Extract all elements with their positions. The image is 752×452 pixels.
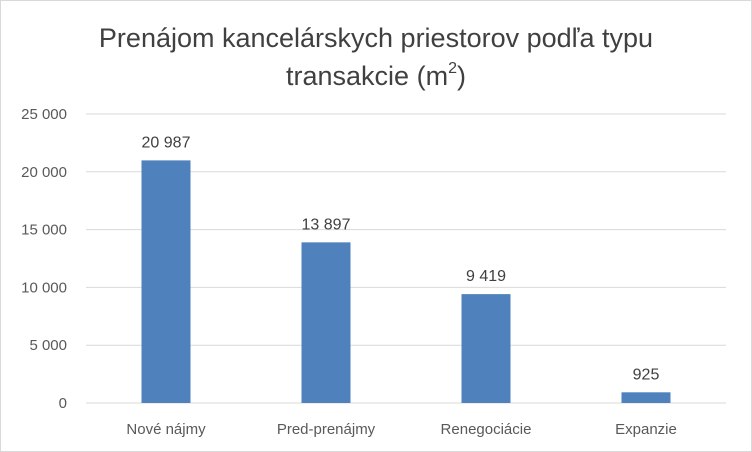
y-tick-label: 25 000 bbox=[21, 106, 67, 123]
y-tick-label: 15 000 bbox=[21, 222, 67, 239]
y-tick-label: 0 bbox=[59, 395, 67, 412]
x-tick-label: Nové nájmy bbox=[126, 421, 206, 438]
data-label: 925 bbox=[633, 366, 660, 383]
data-label: 9 419 bbox=[466, 268, 506, 285]
x-tick-label: Renegociácie bbox=[441, 421, 532, 438]
x-tick-label: Expanzie bbox=[615, 421, 677, 438]
y-tick-label: 10 000 bbox=[21, 279, 67, 296]
data-label: 13 897 bbox=[302, 216, 351, 233]
x-tick-label: Pred-prenájmy bbox=[277, 421, 376, 438]
y-tick-label: 20 000 bbox=[21, 164, 67, 181]
chart-title: Prenájom kancelárskych priestorov podľa … bbox=[98, 23, 654, 91]
data-label: 20 987 bbox=[142, 134, 191, 151]
bar bbox=[461, 294, 511, 403]
y-tick-label: 5 000 bbox=[29, 337, 67, 354]
bar bbox=[141, 160, 191, 403]
bar bbox=[301, 242, 351, 403]
bar bbox=[621, 392, 671, 403]
